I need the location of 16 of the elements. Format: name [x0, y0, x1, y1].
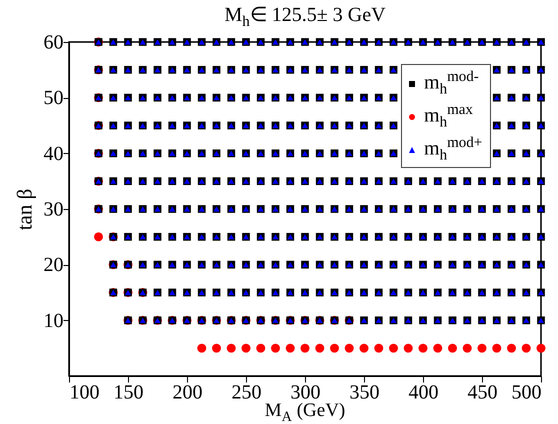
x-tick-label: 350: [350, 382, 380, 404]
x-tick-label: 200: [172, 382, 202, 404]
x-tick-label: 250: [232, 382, 262, 404]
y-tick-label: 40: [44, 142, 64, 165]
chart-title: M$_{h}$∈ 125.5± 3 GeV: [224, 4, 386, 30]
x-tick-label: 400: [408, 382, 438, 404]
y-tick-label: 20: [44, 254, 64, 276]
x-tick-label: 450: [468, 382, 498, 404]
y-tick-label: 10: [44, 310, 64, 332]
y-axis-title: tan β: [12, 188, 36, 230]
y-tick-label: 30: [44, 198, 64, 220]
y-tick-label: 60: [44, 32, 64, 54]
x-tick-label: 500: [512, 382, 542, 404]
x-tick-label: 150: [114, 382, 144, 404]
y-tick-label: 50: [44, 87, 64, 110]
x-tick-label: 100: [70, 382, 100, 404]
